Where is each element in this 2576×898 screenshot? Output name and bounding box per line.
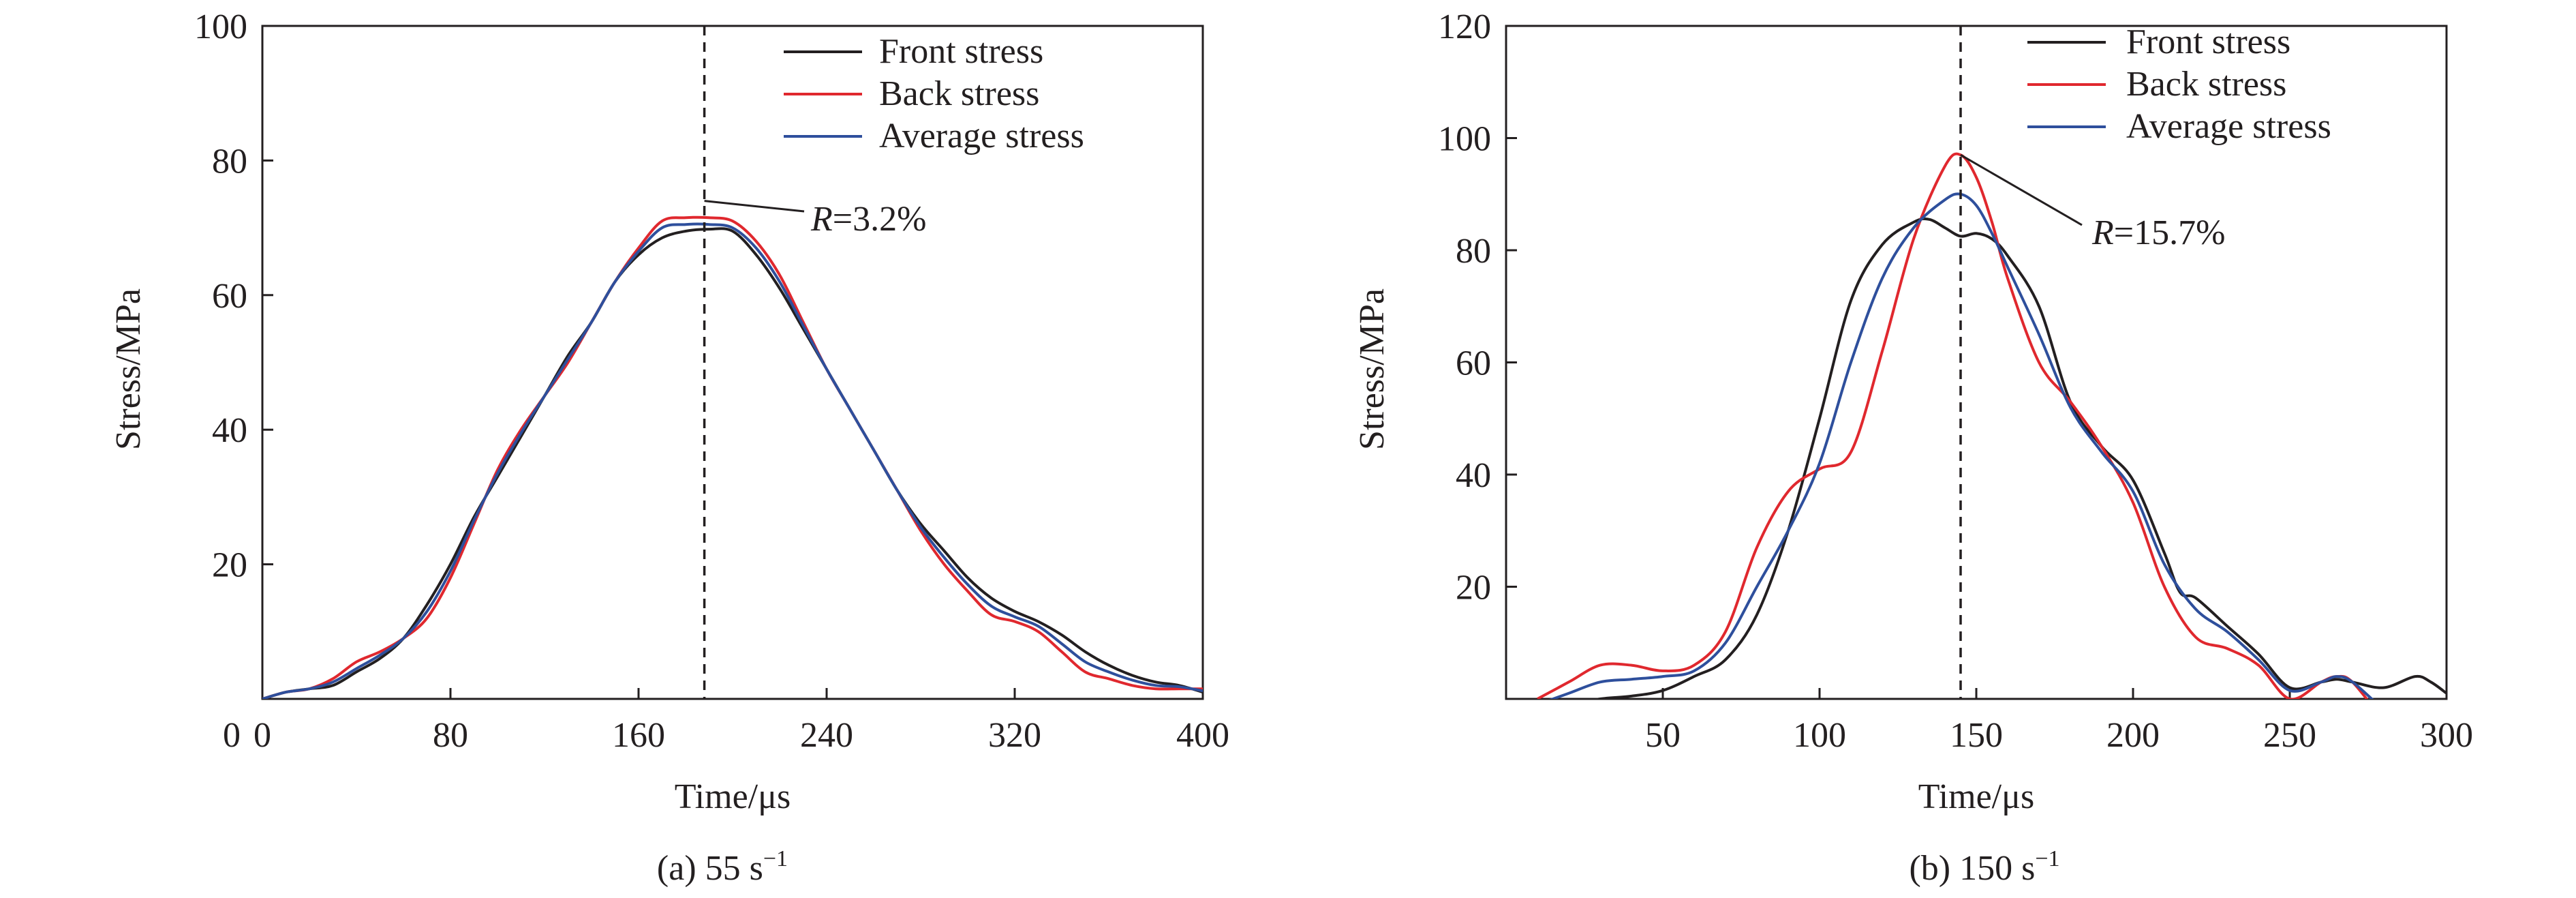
panel-a-legend-label-average-stress: Average stress xyxy=(879,117,1084,155)
panel-a-series-group xyxy=(262,215,1203,699)
panel-a-x-tick-label: 320 xyxy=(988,716,1041,755)
panel-a-x-axis-title: Time/μs xyxy=(675,777,791,816)
panel-a-annotation-label: R=3.2% xyxy=(810,200,926,239)
panel-a-series-front-stress-line xyxy=(262,227,1203,699)
panel-a-legend-label-back-stress: Back stress xyxy=(879,74,1039,113)
panel-b-y-axis-title: Stress/MPa xyxy=(1353,288,1392,450)
panel-b-caption-exponent: −1 xyxy=(2035,846,2059,871)
panel-a-series-average-stress-line xyxy=(262,222,1203,699)
panel-a-annotation-value: =3.2% xyxy=(833,200,927,239)
panel-b-y-tick-label: 20 xyxy=(1456,569,1491,608)
panel-a-annotation-symbol: R xyxy=(810,200,833,239)
panel-b-legend-label-average-stress: Average stress xyxy=(2126,107,2331,146)
panel-b-stress-chart: 50 100 150 200 250 300 20 40 60 80 100 120 Time/μs St… xyxy=(1353,8,2473,816)
panel-b-y-tick-label: 40 xyxy=(1456,456,1491,495)
panel-a-caption: (a) 55 s−1 xyxy=(657,846,788,888)
panel-b-annotation-symbol: R xyxy=(2091,213,2114,252)
panel-b-x-tick-label: 200 xyxy=(2106,716,2160,755)
panel-a-series-back-stress-line xyxy=(262,215,1203,699)
panel-a-x-tick-label: 0 xyxy=(254,716,271,755)
panel-b-x-tick-label: 150 xyxy=(1950,716,2003,755)
panel-a-x-tick-label: 80 xyxy=(433,716,468,755)
panel-b-x-tick-label: 100 xyxy=(1793,716,1846,755)
panel-a-y-tick-label: 60 xyxy=(212,277,247,316)
panel-a-caption-exponent: −1 xyxy=(763,846,788,871)
panel-a-y-tick-label: 100 xyxy=(194,8,247,46)
panel-a-stress-chart: 0 80 160 240 320 400 0 20 40 60 80 100 Time/μs Stress… xyxy=(109,8,1229,816)
panel-a-y-tick-label: 80 xyxy=(212,142,247,181)
panel-b-annotation-value: =15.7% xyxy=(2114,213,2226,252)
panel-b-legend-label-front-stress: Front stress xyxy=(2126,23,2290,61)
panel-b-y-tick-label: 100 xyxy=(1438,120,1491,159)
panel-b-y-tick-label: 80 xyxy=(1456,232,1491,271)
panel-a-y-tick-label: 40 xyxy=(212,411,247,450)
panel-a-x-origin-label: 0 xyxy=(223,716,241,755)
panel-a-x-tick-label: 240 xyxy=(800,716,853,755)
panel-b-series-front-stress-line xyxy=(1591,217,2447,699)
panel-a-x-tick-label: 160 xyxy=(612,716,665,755)
panel-a-annotation-leader xyxy=(704,200,805,213)
panel-a-y-tick-label: 20 xyxy=(212,546,247,585)
panel-a-x-tick-label: 400 xyxy=(1176,716,1229,755)
panel-b-series-group xyxy=(1537,152,2447,699)
panel-a-legend-label-front-stress: Front stress xyxy=(879,32,1043,71)
panel-b-series-back-stress-line xyxy=(1537,152,2369,699)
panel-b-annotation-leader xyxy=(1960,153,2083,226)
panel-b-annotation-label: R=15.7% xyxy=(2091,213,2225,252)
panel-b-caption: (b) 150 s−1 xyxy=(1909,846,2059,888)
panel-b-y-tick-label: 60 xyxy=(1456,344,1491,383)
panel-b-x-tick-label: 300 xyxy=(2420,716,2473,755)
panel-b-y-tick-label: 120 xyxy=(1438,8,1491,46)
panel-b-legend-label-back-stress: Back stress xyxy=(2126,65,2286,104)
panel-b-series-average-stress-line xyxy=(1549,192,2374,699)
panel-a-plot-frame xyxy=(261,25,1204,700)
panel-b-x-axis-title: Time/μs xyxy=(1918,777,2034,816)
panel-b-x-tick-label: 250 xyxy=(2263,716,2316,755)
panel-a-y-axis-title: Stress/MPa xyxy=(109,288,148,450)
panel-b-x-tick-label: 50 xyxy=(1645,716,1681,755)
